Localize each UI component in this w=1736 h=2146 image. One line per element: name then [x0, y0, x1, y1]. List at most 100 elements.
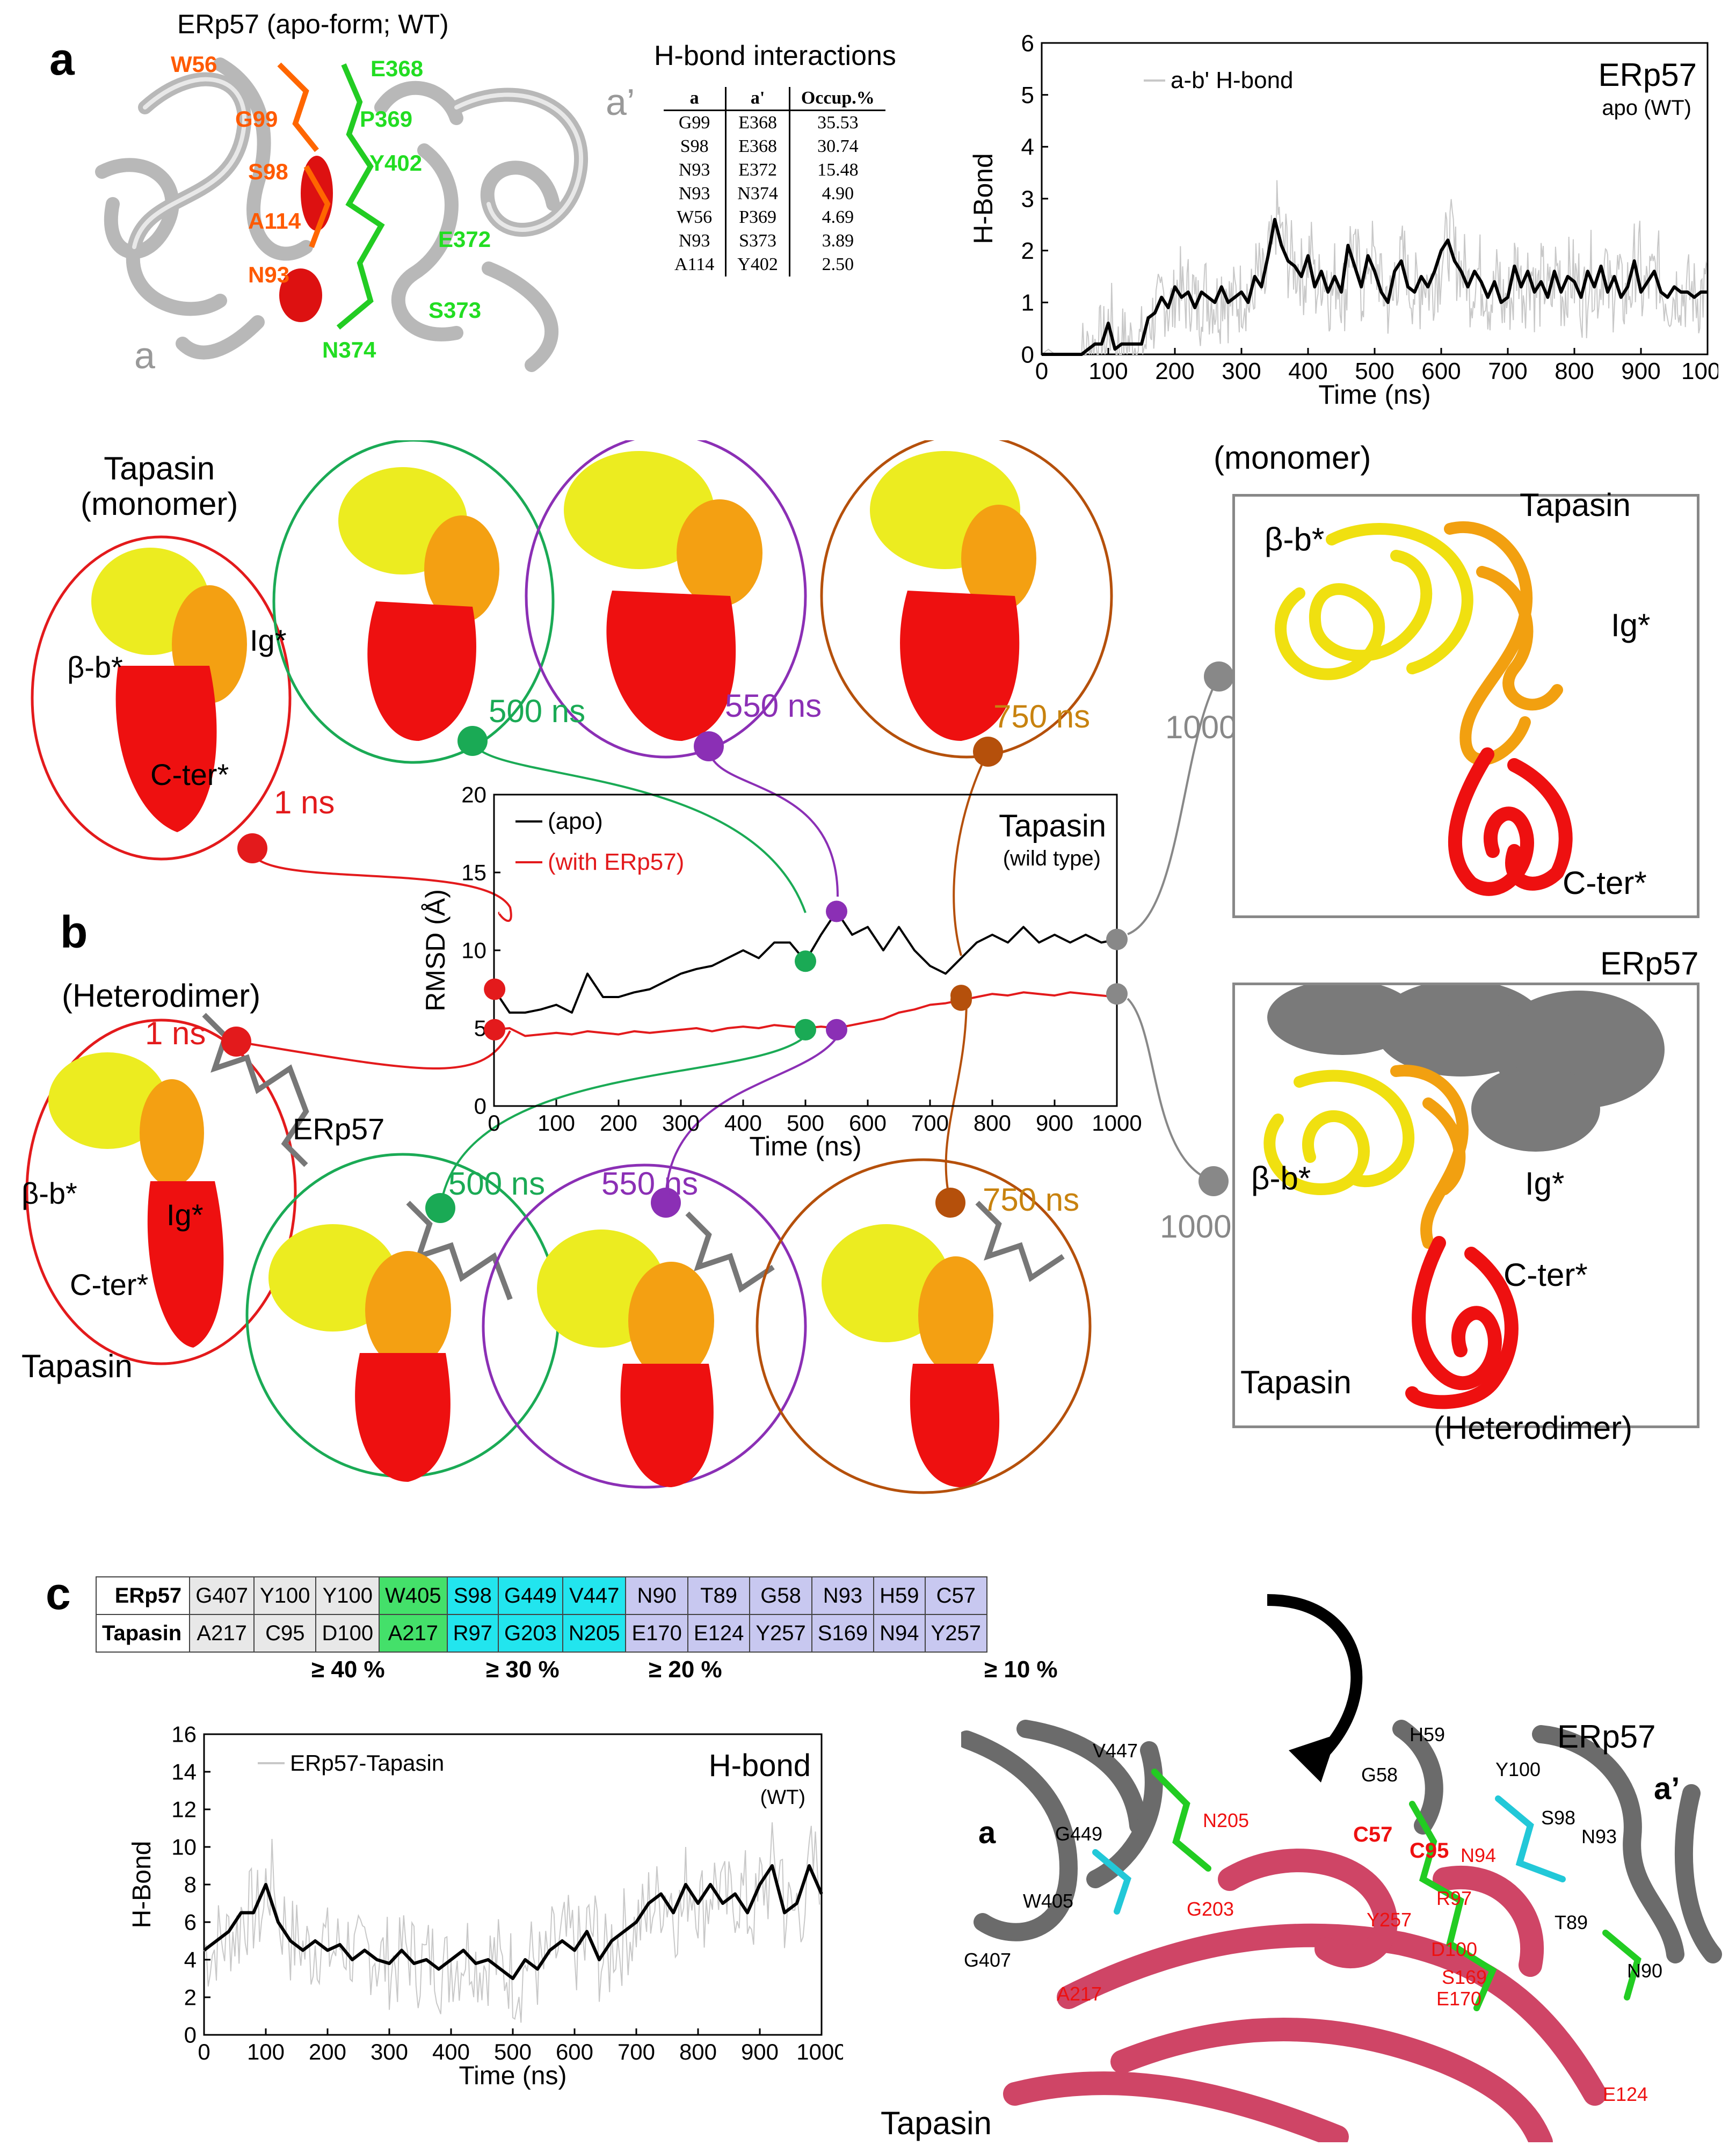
residue-d100: D100	[1431, 1938, 1478, 1960]
x-tick-label: 200	[309, 2039, 346, 2064]
series-line-a-b-h-bond	[1042, 217, 1708, 356]
y-tick-label: 14	[171, 1759, 197, 1785]
x-tick-label: 200	[1155, 358, 1194, 384]
series-line-erp57-tapasin	[203, 1864, 823, 1980]
y-tick-label: 2	[184, 1985, 197, 2010]
heterodimer-surface-500ns	[268, 1201, 513, 1482]
table-cell: W405	[379, 1576, 448, 1615]
time-marker	[1106, 983, 1128, 1005]
table-cell: 35.53	[817, 113, 859, 133]
x-tick-label: 900	[1621, 358, 1660, 384]
residue-s98: S98	[1541, 1807, 1576, 1829]
x-tick-label: 200	[600, 1110, 637, 1136]
table-cell: H59	[873, 1576, 926, 1615]
table-row: N93 N374 4.90	[664, 182, 885, 206]
x-tick-label: 1000	[1092, 1110, 1142, 1136]
x-tick-label: 300	[662, 1110, 700, 1136]
time-750ns-heterodimer: 750 ns	[983, 1182, 1080, 1218]
erp57-label-heterodimer: ERp57	[293, 1112, 385, 1146]
residue-t89: T89	[1555, 1911, 1588, 1933]
heterodimer-tube-box	[1232, 980, 1699, 1428]
time-750ns-monomer: 750 ns	[993, 699, 1091, 734]
y-tick-label: 8	[184, 1872, 197, 1897]
time-1ns-monomer: 1 ns	[274, 784, 335, 820]
table-row: ERp57 G407 Y100 Y100 W405 S98 G449 V447 …	[95, 1576, 987, 1615]
y-tick-label: 0	[184, 2023, 197, 2048]
table-cell: G449	[497, 1576, 563, 1615]
table-cell: Y257	[924, 1614, 987, 1653]
x-tick-label: 400	[432, 2039, 470, 2064]
heterodimer-tube-structure	[1263, 980, 1665, 1409]
erp57-tapasin-contact-table: ERp57 G407 Y100 Y100 W405 S98 G449 V447 …	[95, 1576, 987, 1653]
tapasin-surface-750ns	[870, 451, 1036, 741]
residue-v447: V447	[1093, 1740, 1138, 1762]
x-tick-label: 0	[488, 1110, 500, 1136]
legend-label: a-b' H-bond	[1171, 67, 1294, 93]
x-tick-label: 0	[1035, 358, 1048, 384]
table-cell: D100	[315, 1614, 380, 1653]
table-cell: E368	[725, 110, 790, 135]
tapasin-surface-550ns	[564, 451, 762, 741]
x-axis-label: Time (ns)	[1318, 380, 1430, 410]
time-500ns-heterodimer: 500 ns	[448, 1166, 546, 1202]
x-tick-label: 500	[494, 2039, 532, 2064]
residue-c95: C95	[1410, 1839, 1449, 1863]
ig-label-monomer-box: Ig*	[1611, 607, 1651, 643]
x-tick-label: 600	[1421, 358, 1461, 384]
y-tick-label: 15	[461, 860, 486, 885]
table-cell: S169	[811, 1614, 875, 1653]
contact-row-label-tapasin: Tapasin	[95, 1614, 191, 1653]
y-tick-label: 6	[184, 1910, 197, 1935]
table-row: Tapasin A217 C95 D100 A217 R97 G203 N205…	[95, 1614, 987, 1653]
y-axis-label: RMSD (Å)	[420, 889, 451, 1012]
domain-a-prime-label-interface: a’	[1654, 1771, 1680, 1806]
table-cell: S98	[446, 1576, 499, 1615]
x-tick-label: 1000	[1681, 358, 1718, 384]
time-marker	[826, 900, 847, 922]
table-row: W56 P369 4.69	[664, 206, 885, 229]
bb-label-monomer-box: β-b*	[1265, 521, 1325, 557]
residue-e124: E124	[1603, 2083, 1648, 2105]
bb-label-heterodimer-box: β-b*	[1251, 1160, 1311, 1196]
residue-a217: A217	[1057, 1983, 1102, 2005]
chart-a-hbond-erp57-apo: 0 100 200 300 400 500 600 700 800 900 1000 0 1 2 3 4 5 6 T…	[968, 30, 1718, 410]
legend-label: (with ERp57)	[548, 849, 684, 875]
occupancy-group-40: ≥ 40 %	[311, 1656, 385, 1683]
y-tick-label: 10	[171, 1835, 197, 1860]
chart-c-hbond-erp57-tapasin: 0 100 200 300 400 500 600 700 800 900 1000 0 2 4 6 8 10 1…	[128, 1722, 843, 2090]
residue-w56: W56	[171, 52, 217, 77]
heterodimer-label-bottom: (Heterodimer)	[1434, 1410, 1633, 1446]
table-cell: Y257	[749, 1614, 812, 1653]
erp57-label-heterodimer-box: ERp57	[1600, 945, 1699, 981]
raw-data-trace	[204, 1822, 820, 2023]
x-tick-label: 700	[911, 1110, 949, 1136]
residue-g99: G99	[235, 106, 278, 132]
bb-label-heterodimer: β-b*	[21, 1176, 77, 1210]
x-tick-label: 400	[1288, 358, 1327, 384]
occupancy-group-20: ≥ 20 %	[649, 1656, 722, 1683]
residue-r97: R97	[1436, 1887, 1472, 1909]
table-cell: T89	[687, 1576, 751, 1615]
chart-title: Tapasin	[999, 809, 1106, 843]
occupancy-group-10: ≥ 10 %	[984, 1656, 1058, 1683]
residue-g449: G449	[1055, 1823, 1103, 1845]
x-tick-label: 100	[247, 2039, 285, 2064]
x-tick-label: 100	[537, 1110, 575, 1136]
table-cell: V447	[562, 1576, 627, 1615]
table-cell: G407	[189, 1576, 255, 1615]
table-cell: P369	[725, 206, 790, 229]
y-tick-label: 4	[1021, 134, 1034, 161]
x-tick-label: 800	[974, 1110, 1011, 1136]
table-row: N93 S373 3.89	[664, 229, 885, 253]
table-cell: 30.74	[817, 136, 859, 156]
table-cell: 4.69	[822, 207, 854, 227]
y-tick-label: 3	[1021, 186, 1034, 212]
panel-b-letter: b	[60, 907, 88, 957]
table-cell: 15.48	[817, 160, 859, 180]
y-tick-label: 0	[474, 1094, 486, 1119]
table-cell: A217	[379, 1614, 448, 1653]
tapasin-label-heterodimer: Tapasin	[21, 1348, 133, 1384]
tapasin-surface-1ns	[91, 548, 247, 832]
erp57-tapasin-interface-structure	[961, 1720, 1722, 2142]
residue-a114: A114	[248, 208, 301, 234]
